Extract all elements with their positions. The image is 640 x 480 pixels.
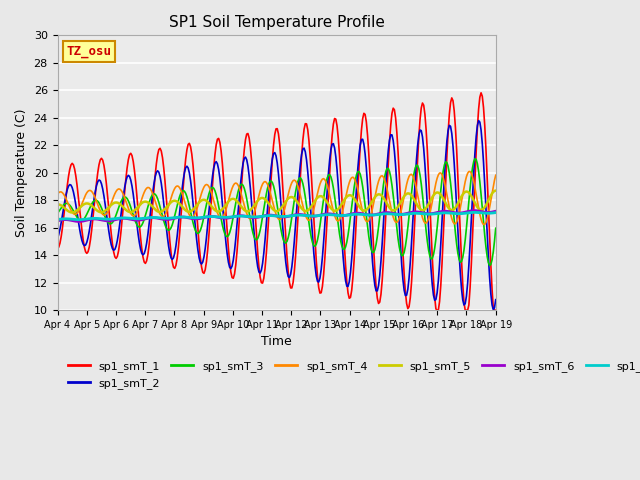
sp1_smT_3 (492, 225, 500, 231)
sp1_smT_6 (76, 218, 83, 224)
sp1_smT_1 (477, 90, 485, 96)
sp1_smT_4 (54, 191, 61, 197)
sp1_smT_1 (433, 307, 441, 313)
sp1_smT_3 (245, 210, 253, 216)
sp1_smT_2 (108, 242, 115, 248)
sp1_smT_1 (206, 216, 214, 221)
sp1_smT_6 (207, 214, 215, 219)
sp1_smT_7 (54, 216, 61, 222)
sp1_smT_6 (54, 218, 61, 224)
Line: sp1_smT_7: sp1_smT_7 (58, 212, 496, 220)
sp1_smT_1 (184, 142, 192, 147)
Line: sp1_smT_1: sp1_smT_1 (58, 93, 496, 310)
sp1_smT_1 (492, 307, 500, 313)
sp1_smT_6 (200, 215, 208, 220)
sp1_smT_1 (199, 269, 207, 275)
sp1_smT_4 (206, 186, 214, 192)
Line: sp1_smT_6: sp1_smT_6 (58, 211, 496, 221)
sp1_smT_2 (467, 217, 475, 223)
sp1_smT_4 (465, 168, 473, 174)
sp1_smT_5 (492, 188, 500, 193)
sp1_smT_6 (492, 208, 500, 214)
sp1_smT_3 (54, 210, 61, 216)
sp1_smT_5 (200, 197, 208, 203)
Line: sp1_smT_5: sp1_smT_5 (58, 191, 496, 213)
sp1_smT_6 (246, 215, 254, 220)
Line: sp1_smT_4: sp1_smT_4 (58, 171, 496, 225)
sp1_smT_2 (490, 307, 497, 312)
sp1_smT_7 (207, 214, 215, 219)
sp1_smT_7 (186, 215, 193, 220)
sp1_smT_4 (108, 200, 115, 206)
sp1_smT_2 (492, 297, 500, 302)
sp1_smT_6 (109, 217, 116, 223)
sp1_smT_3 (184, 198, 192, 204)
sp1_smT_5 (207, 203, 215, 209)
sp1_smT_7 (200, 214, 208, 220)
X-axis label: Time: Time (261, 336, 292, 348)
Line: sp1_smT_3: sp1_smT_3 (58, 158, 496, 265)
sp1_smT_4 (492, 172, 500, 178)
sp1_smT_2 (475, 118, 483, 123)
sp1_smT_5 (54, 202, 61, 207)
sp1_smT_5 (468, 195, 476, 201)
Title: SP1 Soil Temperature Profile: SP1 Soil Temperature Profile (169, 15, 385, 30)
sp1_smT_3 (486, 263, 493, 268)
sp1_smT_7 (471, 209, 479, 215)
sp1_smT_5 (186, 209, 193, 215)
sp1_smT_6 (186, 215, 193, 221)
sp1_smT_1 (468, 235, 476, 240)
sp1_smT_4 (479, 222, 487, 228)
sp1_smT_3 (467, 174, 475, 180)
sp1_smT_3 (108, 221, 115, 227)
sp1_smT_7 (492, 210, 500, 216)
Line: sp1_smT_2: sp1_smT_2 (58, 120, 496, 310)
sp1_smT_2 (199, 259, 207, 265)
sp1_smT_4 (199, 187, 207, 192)
sp1_smT_5 (109, 201, 116, 207)
Y-axis label: Soil Temperature (C): Soil Temperature (C) (15, 108, 28, 237)
sp1_smT_2 (206, 196, 214, 202)
sp1_smT_1 (54, 245, 61, 251)
sp1_smT_6 (468, 208, 476, 214)
sp1_smT_7 (246, 214, 254, 220)
sp1_smT_6 (470, 208, 477, 214)
sp1_smT_1 (108, 231, 115, 237)
sp1_smT_4 (184, 209, 192, 215)
sp1_smT_5 (246, 207, 254, 213)
sp1_smT_7 (468, 210, 476, 216)
sp1_smT_2 (54, 236, 61, 241)
Text: TZ_osu: TZ_osu (67, 45, 111, 58)
Legend: sp1_smT_1, sp1_smT_2, sp1_smT_3, sp1_smT_4, sp1_smT_5, sp1_smT_6, sp1_smT_7: sp1_smT_1, sp1_smT_2, sp1_smT_3, sp1_smT… (63, 357, 640, 393)
sp1_smT_7 (109, 216, 116, 222)
sp1_smT_7 (74, 217, 82, 223)
sp1_smT_3 (206, 188, 214, 193)
sp1_smT_1 (245, 135, 253, 141)
sp1_smT_3 (199, 219, 207, 225)
sp1_smT_2 (184, 165, 192, 171)
sp1_smT_3 (471, 156, 479, 161)
sp1_smT_4 (245, 216, 253, 221)
sp1_smT_2 (245, 173, 253, 179)
sp1_smT_5 (68, 210, 76, 216)
sp1_smT_4 (468, 174, 476, 180)
